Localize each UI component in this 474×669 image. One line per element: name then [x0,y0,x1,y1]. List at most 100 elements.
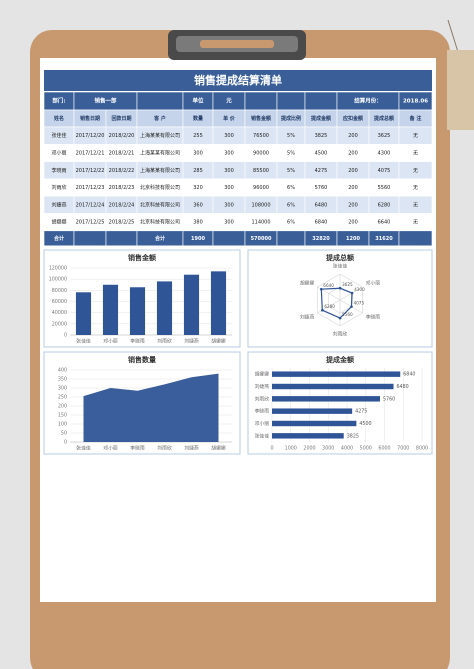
data-label: 6840 [403,372,415,378]
cell-text: 5560 [378,185,391,191]
cell-text: 单位 [192,97,204,105]
bar [272,408,353,414]
cell-text: 无 [413,150,418,156]
x-tick-label: 胡娜娜 [211,445,226,452]
y-tick-label: 20000 [52,321,67,327]
cell-text: 200 [348,133,358,139]
cell-text: 北京科技有限公司 [140,201,180,208]
title-bar [44,70,432,91]
y-tick-label: 刘雨欣 [255,395,270,402]
cell-text: 300 [224,150,234,156]
data-label: 6480 [397,384,409,390]
table-cell [244,91,278,111]
cell-text: 客 户 [153,115,166,122]
x-tick-label: 刘婕燕 [184,445,199,452]
cell-text: 4500 [315,150,328,156]
y-tick-label: 350 [58,377,67,383]
y-tick-label: 250 [58,395,67,401]
y-tick-label: 刘婕燕 [255,383,270,390]
cell-text: 2017/12/24 [76,202,105,208]
cell-text: 6% [287,220,295,226]
cell-text: 300 [224,202,234,208]
cell-text: 5% [287,168,295,174]
cell-text: 570000 [251,236,272,242]
cell-text: 5760 [315,185,328,191]
data-label: 3825 [347,433,359,439]
cell-text: 数量 [193,115,203,122]
y-tick-label: 40000 [52,310,67,316]
data-label: 5560 [342,312,353,317]
bar [210,271,227,335]
cell-text: 114000 [251,220,270,226]
bar [272,396,380,402]
cell-text: 200 [348,185,358,191]
cell-text: 结算月份： [354,97,382,105]
data-label: 4275 [355,409,367,415]
y-tick-label: 150 [58,413,67,419]
cell-text: 刘雨欣 [51,184,66,191]
cell-text: 无 [413,202,418,208]
tag-string [447,19,459,53]
radar-point [350,291,354,295]
x-tick-label: 张佳佳 [76,445,91,452]
y-tick-label: 张佳佳 [255,432,270,439]
cell-text: 90000 [253,150,269,156]
cell-text: 胡娜娜 [51,219,66,226]
data-label: 6280 [324,304,335,309]
cell-text: 200 [348,150,358,156]
cell-text: 北京科技有限公司 [140,184,180,191]
y-tick-label: 120000 [49,266,67,272]
cell-text: 2018/2/21 [109,150,135,156]
cell-text: 255 [193,133,203,139]
x-tick-label: 4000 [341,446,353,452]
cell-text: 6280 [378,202,391,208]
cell-text: 4275 [315,168,328,174]
bar [272,371,401,377]
cell-text: 300 [224,220,234,226]
table-cell [212,230,246,247]
chart-title: 销售金额 [127,253,156,262]
x-tick-label: 5000 [360,446,372,452]
cell-text: 300 [224,185,234,191]
x-tick-label: 7000 [397,446,409,452]
x-tick-label: 2000 [303,446,315,452]
x-tick-label: 0 [270,446,273,452]
cell-text: 200 [348,202,358,208]
category-label: 刘雨欣 [333,331,348,338]
y-tick-label: 100000 [49,277,67,283]
y-tick-label: 100 [58,422,67,428]
table-cell [276,230,306,247]
category-label: 李晓雨 [366,314,381,321]
cell-text: 2018/2/24 [109,202,135,208]
table-cell [276,91,306,111]
x-tick-label: 邓小丽 [103,445,118,452]
x-tick-label: 刘雨欣 [157,338,172,345]
data-label: 3625 [342,282,353,287]
bar [272,420,357,427]
cell-text: 31620 [375,236,393,242]
category-label: 张佳佳 [333,263,348,270]
x-tick-label: 李晓雨 [130,445,145,452]
cell-text: 上海某某有限公司 [140,167,180,174]
y-tick-label: 80000 [52,288,67,294]
cell-text: 32820 [312,236,330,242]
x-tick-label: 8000 [416,446,428,452]
cell-text: 2017/12/21 [76,150,105,156]
cell-text: 6% [287,202,295,208]
cell-text: 85500 [253,168,269,174]
cell-text: 2017/12/25 [76,220,105,226]
y-tick-label: 邓小丽 [255,420,270,427]
x-tick-label: 张佳佳 [76,338,91,345]
cell-text: 提成金额 [311,115,332,122]
x-tick-label: 邓小丽 [103,338,118,345]
category-label: 胡娜娜 [300,280,315,287]
y-tick-label: 胡娜娜 [255,371,270,378]
x-tick-label: 3000 [322,446,334,452]
cell-text: 1900 [191,236,205,242]
bar [75,292,92,335]
cell-text: 2017/12/22 [76,168,105,174]
cell-text: 提成总额 [374,115,395,122]
cell-text: 3825 [315,133,328,139]
radar-point [338,316,342,320]
